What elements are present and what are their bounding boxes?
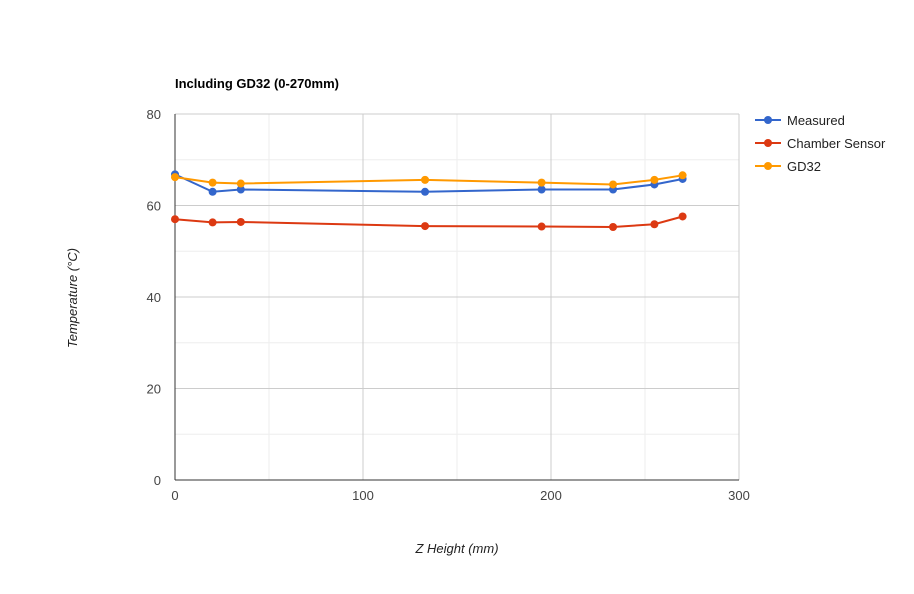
series-line bbox=[174, 215, 683, 229]
data-point bbox=[609, 180, 618, 189]
y-tick-label: 60 bbox=[147, 199, 161, 214]
legend-marker-icon bbox=[764, 139, 772, 147]
y-tick-label: 40 bbox=[147, 290, 161, 305]
y-tick-label: 80 bbox=[147, 107, 161, 122]
legend[interactable]: Measured Chamber Sensor GD32 bbox=[755, 113, 886, 174]
data-point bbox=[208, 218, 217, 227]
data-point bbox=[236, 217, 245, 226]
data-point bbox=[171, 173, 179, 182]
data-point bbox=[421, 175, 430, 184]
x-tick-label: 300 bbox=[728, 488, 750, 503]
data-point bbox=[236, 185, 245, 194]
data-point bbox=[208, 187, 217, 196]
x-tick-label: 200 bbox=[540, 488, 562, 503]
data-point bbox=[421, 222, 430, 231]
y-tick-label: 20 bbox=[147, 382, 161, 397]
legend-label: GD32 bbox=[787, 159, 821, 174]
legend-label: Measured bbox=[787, 113, 845, 128]
data-point bbox=[678, 171, 687, 180]
tick-labels: 0 100 200 300 0 20 40 60 80 bbox=[147, 107, 750, 503]
legend-label: Chamber Sensor bbox=[787, 136, 886, 151]
legend-marker-icon bbox=[764, 162, 772, 170]
data-point bbox=[678, 212, 687, 221]
series-gd32 bbox=[171, 171, 687, 189]
data-point bbox=[171, 215, 179, 224]
series-line bbox=[174, 174, 683, 186]
chart-title: Including GD32 (0-270mm) bbox=[175, 76, 339, 91]
data-point bbox=[537, 222, 546, 231]
legend-item[interactable]: Chamber Sensor bbox=[755, 136, 886, 151]
x-axis-title: Z Height (mm) bbox=[414, 541, 498, 556]
data-point bbox=[537, 178, 546, 187]
y-tick-label: 0 bbox=[154, 473, 161, 488]
series-layer bbox=[171, 170, 687, 232]
x-tick-label: 0 bbox=[171, 488, 178, 503]
grid bbox=[175, 113, 740, 480]
x-tick-label: 100 bbox=[352, 488, 374, 503]
y-axis-title: Temperature (°C) bbox=[65, 248, 80, 348]
legend-marker-icon bbox=[764, 116, 772, 124]
data-point bbox=[609, 223, 618, 232]
data-point bbox=[208, 178, 217, 187]
legend-item[interactable]: GD32 bbox=[755, 159, 821, 174]
data-point bbox=[236, 179, 245, 188]
data-point bbox=[537, 185, 546, 194]
data-point bbox=[650, 175, 659, 184]
data-point bbox=[421, 187, 430, 196]
legend-item[interactable]: Measured bbox=[755, 113, 845, 128]
data-point bbox=[650, 220, 659, 229]
series-line bbox=[174, 173, 683, 193]
series-chamber-sensor bbox=[171, 212, 687, 232]
